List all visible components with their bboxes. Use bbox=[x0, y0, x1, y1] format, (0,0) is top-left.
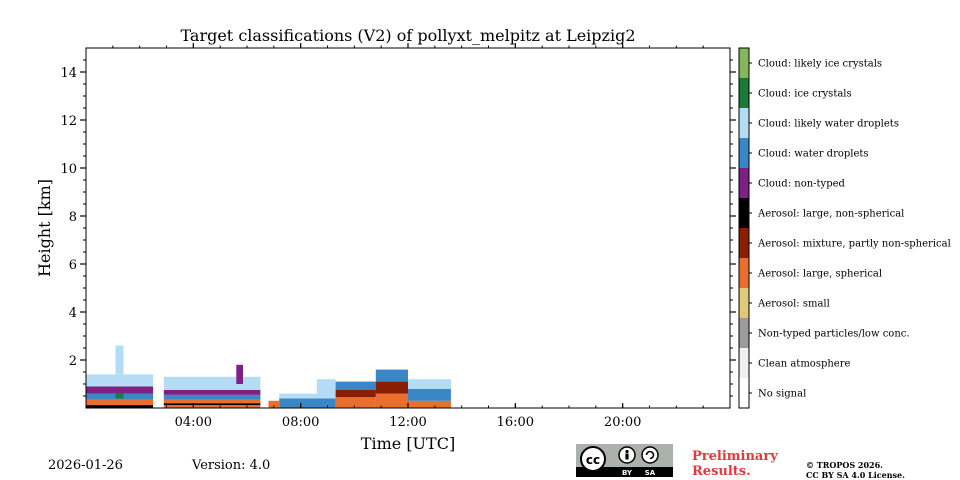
colorbar-label: Cloud: likely ice crystals bbox=[758, 59, 882, 70]
classification-cell bbox=[163, 405, 261, 408]
colorbar-label: Cloud: likely water droplets bbox=[758, 119, 899, 130]
colorbar-label: Clean atmosphere bbox=[758, 359, 851, 370]
classification-cell bbox=[163, 376, 261, 390]
preliminary-line-2: Results. bbox=[692, 464, 751, 479]
classification-cell bbox=[163, 399, 261, 404]
classification-cell bbox=[375, 393, 408, 408]
chart-title: Target classifications (V2) of pollyxt_m… bbox=[180, 26, 635, 45]
colorbar-label: Cloud: ice crystals bbox=[758, 89, 852, 100]
classification-cell bbox=[86, 399, 154, 406]
colorbar-swatch bbox=[739, 48, 749, 78]
classification-cell bbox=[408, 400, 451, 408]
y-tick-label: 8 bbox=[69, 210, 77, 225]
cc-text: cc bbox=[586, 453, 600, 467]
date-label: 2026-01-26 bbox=[48, 458, 123, 473]
colorbar-label: Aerosol: large, spherical bbox=[757, 269, 882, 280]
colorbar-label: Cloud: water droplets bbox=[758, 149, 869, 160]
colorbar-label: Aerosol: small bbox=[757, 299, 830, 310]
classification-cell bbox=[375, 369, 408, 382]
colorbar-swatch bbox=[739, 228, 749, 258]
colorbar-frame bbox=[738, 47, 750, 409]
cc-license-badge: cc BY SA bbox=[576, 444, 673, 477]
classification-cell bbox=[408, 388, 451, 401]
colorbar-swatch bbox=[739, 378, 749, 408]
share-alike-icon bbox=[641, 446, 659, 464]
x-tick-label: 16:00 bbox=[497, 415, 534, 430]
colorbar-label: Cloud: non-typed bbox=[758, 179, 846, 190]
colorbar-swatch bbox=[739, 348, 749, 378]
classification-cell bbox=[86, 405, 154, 408]
cc-by-label: BY bbox=[622, 469, 633, 477]
classification-cell bbox=[163, 403, 261, 406]
classification-cell bbox=[86, 386, 154, 394]
y-tick-label: 10 bbox=[60, 162, 77, 177]
x-tick-label: 08:00 bbox=[282, 415, 319, 430]
classification-cell bbox=[335, 397, 376, 408]
colorbar-label: Aerosol: large, non-spherical bbox=[757, 209, 904, 220]
colorbar-swatch bbox=[739, 78, 749, 108]
classification-cell bbox=[163, 394, 261, 400]
copyright-notice: © TROPOS 2026. CC BY SA 4.0 License. bbox=[806, 460, 905, 480]
classification-cell bbox=[335, 390, 376, 398]
x-tick-label: 04:00 bbox=[175, 415, 212, 430]
classification-cell bbox=[408, 379, 451, 389]
x-axis-label: Time [UTC] bbox=[361, 434, 455, 453]
y-axis-label: Height [km] bbox=[35, 179, 54, 277]
y-tick-label: 2 bbox=[69, 354, 77, 369]
colorbar-label: No signal bbox=[758, 389, 806, 400]
classification-cell bbox=[316, 379, 336, 399]
copyright-line-2: CC BY SA 4.0 License. bbox=[806, 470, 905, 480]
classification-cell bbox=[236, 364, 243, 384]
plot-frame bbox=[85, 47, 731, 409]
colorbar-swatch bbox=[739, 198, 749, 228]
classification-cell bbox=[86, 374, 154, 387]
x-tick-label: 20:00 bbox=[604, 415, 641, 430]
colorbar-swatch bbox=[739, 258, 749, 288]
classification-cell bbox=[115, 393, 124, 399]
colorbar-swatch bbox=[739, 138, 749, 168]
cc-icon bbox=[580, 446, 606, 472]
copyright-line-1: © TROPOS 2026. bbox=[806, 460, 883, 470]
preliminary-notice: Preliminary Results. bbox=[692, 449, 778, 479]
classification-cell bbox=[375, 381, 408, 394]
classification-cell bbox=[163, 390, 261, 395]
y-tick-label: 14 bbox=[60, 66, 77, 81]
version-label: Version: 4.0 bbox=[192, 458, 271, 473]
colorbar-swatch bbox=[739, 108, 749, 138]
colorbar-swatch bbox=[739, 168, 749, 198]
preliminary-line-1: Preliminary bbox=[692, 449, 778, 464]
y-tick-label: 6 bbox=[69, 258, 77, 273]
y-tick-label: 4 bbox=[69, 306, 77, 321]
y-tick-label: 12 bbox=[60, 114, 77, 129]
classification-cell bbox=[279, 398, 336, 408]
classification-cell bbox=[268, 400, 280, 408]
colorbar-label: Non-typed particles/low conc. bbox=[758, 329, 910, 340]
classification-cell bbox=[115, 345, 124, 375]
classification-cell bbox=[279, 393, 336, 399]
classification-cell bbox=[335, 381, 376, 390]
x-tick-label: 12:00 bbox=[389, 415, 426, 430]
colorbar-swatch bbox=[739, 318, 749, 348]
colorbar-swatch bbox=[739, 288, 749, 318]
cc-sa-label: SA bbox=[645, 469, 656, 477]
colorbar-label: Aerosol: mixture, partly non-spherical bbox=[757, 239, 951, 250]
